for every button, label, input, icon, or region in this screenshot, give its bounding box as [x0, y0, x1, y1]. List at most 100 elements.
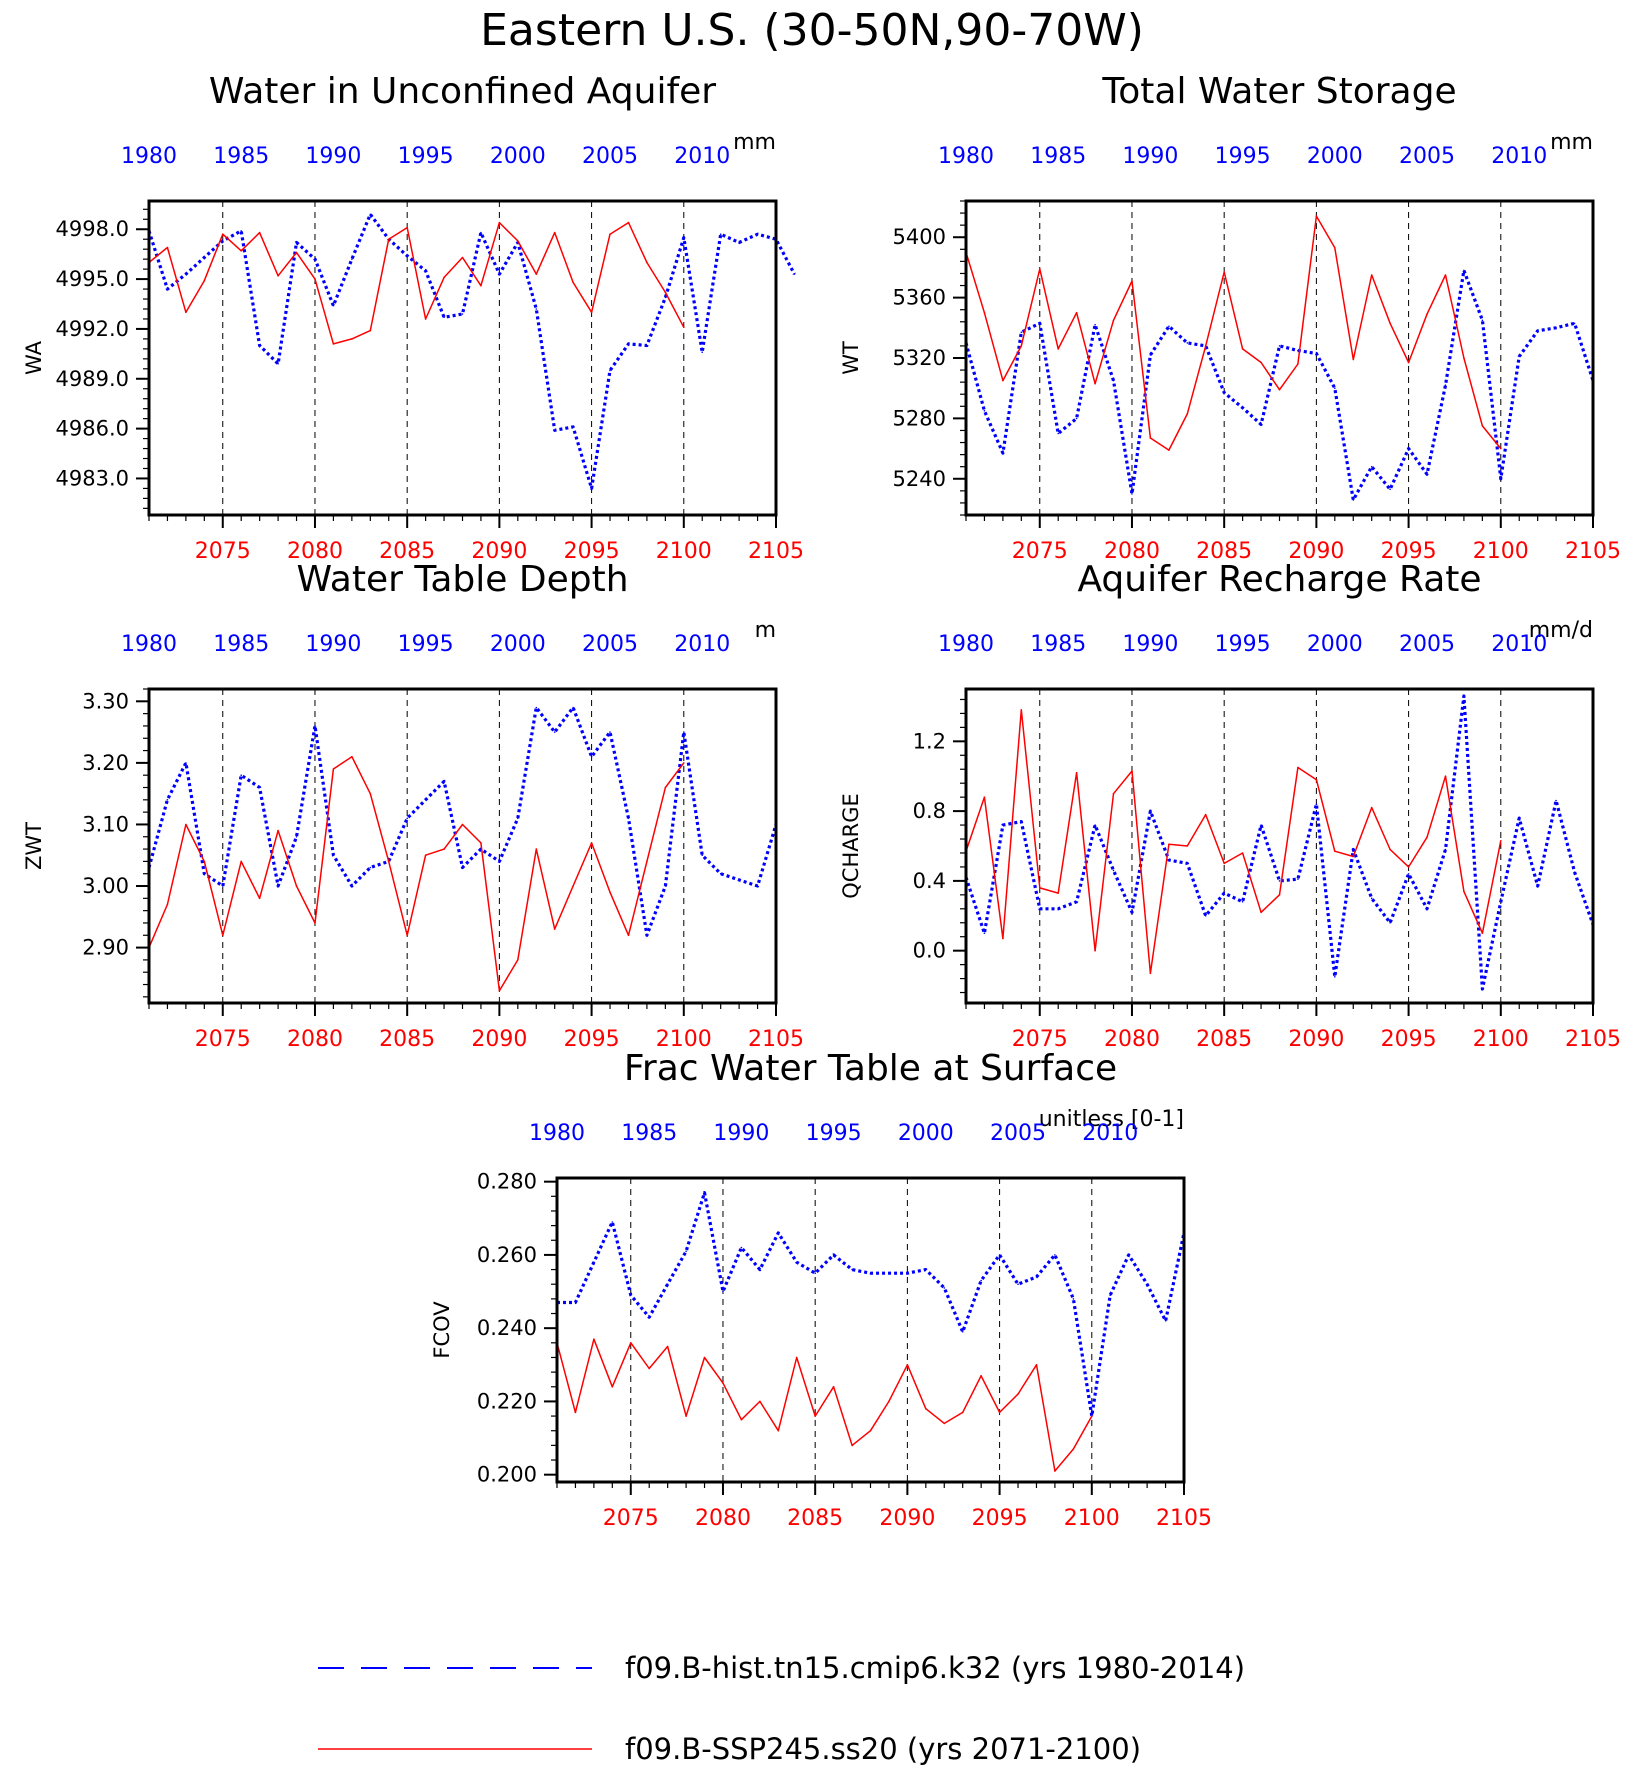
data-point — [498, 221, 501, 224]
data-point — [1112, 379, 1115, 382]
data-point — [740, 1418, 743, 1421]
bottom-tick-label: 2090 — [471, 539, 527, 564]
bottom-tick-label: 2090 — [471, 1027, 527, 1052]
plot-frame — [964, 687, 1595, 1005]
data-point — [609, 233, 611, 235]
data-point — [369, 329, 372, 332]
data-point — [1075, 417, 1078, 420]
data-point — [1075, 771, 1078, 774]
data-point — [1094, 382, 1096, 385]
data-point — [222, 885, 224, 887]
units-label: unitless [0-1] — [1039, 1107, 1184, 1132]
data-point — [1500, 901, 1502, 903]
data-point — [1444, 775, 1447, 777]
data-point — [1463, 269, 1465, 272]
data-point — [1260, 911, 1262, 914]
data-point — [1573, 871, 1576, 873]
top-tick-label: 2005 — [990, 1121, 1046, 1146]
data-point — [703, 1191, 706, 1194]
data-point — [1555, 327, 1557, 329]
data-point — [722, 1290, 724, 1293]
data-point — [1297, 349, 1299, 352]
bottom-tick-label: 2100 — [1064, 1506, 1120, 1531]
bottom-tick-label: 2085 — [379, 1027, 435, 1052]
data-point — [627, 817, 630, 820]
y-tick-label: 5280 — [893, 406, 946, 430]
top-tick-label: 1980 — [121, 144, 177, 169]
bottom-tick-label: 2090 — [1288, 539, 1344, 564]
data-point — [332, 343, 335, 345]
legend-label-ssp: f09.B-SSP245.ss20 (yrs 2071-2100) — [625, 1732, 1141, 1765]
data-point — [1555, 799, 1557, 802]
data-point — [314, 258, 316, 260]
data-point — [1204, 345, 1207, 347]
data-point — [1518, 817, 1520, 819]
data-point — [1149, 437, 1152, 439]
data-point — [1481, 988, 1484, 990]
data-point — [1112, 792, 1115, 795]
top-tick-label: 1985 — [213, 144, 269, 169]
data-point — [759, 1268, 761, 1271]
data-point — [1407, 866, 1410, 868]
top-tick-label: 2010 — [674, 144, 730, 169]
data-point — [1241, 852, 1244, 854]
data-point — [722, 1382, 724, 1384]
data-point — [590, 755, 593, 758]
data-point — [869, 1429, 872, 1432]
series-line-hist — [557, 1191, 1186, 1418]
top-tick-label: 1985 — [621, 1121, 677, 1146]
y-tick-label: 0.280 — [477, 1170, 537, 1194]
data-point — [1389, 922, 1391, 924]
data-point — [1426, 313, 1428, 316]
legend-label-hist: f09.B-hist.tn15.cmip6.k32 (yrs 1980-2014… — [625, 1651, 1245, 1685]
data-point — [630, 1294, 632, 1296]
data-point — [814, 1415, 816, 1417]
data-point — [314, 725, 316, 727]
data-point — [740, 1246, 743, 1249]
data-point — [627, 221, 630, 224]
data-point — [166, 246, 169, 249]
data-point — [1186, 342, 1189, 344]
bottom-tick-label: 2085 — [787, 1506, 843, 1531]
bottom-tick-label: 2095 — [1381, 1027, 1437, 1052]
data-point — [961, 1411, 964, 1414]
data-point — [666, 1345, 669, 1348]
data-point — [461, 313, 464, 315]
data-point — [998, 1411, 1001, 1414]
bottom-tick-label: 2095 — [564, 539, 620, 564]
data-point — [795, 1356, 798, 1359]
data-point — [648, 1316, 650, 1318]
data-point — [1091, 1415, 1093, 1417]
data-point — [166, 288, 169, 290]
plot-frame — [147, 687, 778, 1005]
data-point — [1278, 388, 1281, 391]
top-tick-label: 2000 — [490, 144, 546, 169]
data-point — [593, 1261, 595, 1263]
data-point — [277, 275, 279, 277]
data-point — [1017, 1393, 1019, 1395]
data-point — [424, 318, 427, 320]
top-tick-label: 1990 — [305, 144, 361, 169]
bottom-tick-label: 2075 — [195, 1027, 251, 1052]
y-tick-label: 2.90 — [82, 936, 129, 960]
data-point — [719, 872, 722, 875]
top-tick-label: 1980 — [938, 632, 994, 657]
data-point — [258, 231, 261, 234]
data-point — [185, 762, 187, 764]
data-point — [1241, 901, 1244, 903]
top-tick-label: 1990 — [305, 632, 361, 657]
data-point — [1426, 836, 1428, 839]
y-tick-label: 0.8 — [913, 799, 946, 823]
y-tick-label: 0.4 — [913, 869, 946, 893]
data-point — [1146, 1283, 1148, 1285]
data-point — [572, 885, 574, 887]
data-point — [461, 256, 464, 259]
chart-total-water-storage: Total Water Storage mm WT 5240 5280 5320 5360 5… — [839, 71, 1621, 564]
data-point — [1039, 322, 1041, 325]
top-tick-label: 1985 — [1030, 144, 1086, 169]
data-point — [1481, 932, 1484, 934]
data-point — [609, 369, 611, 372]
y-axis-label: FCOV — [430, 1301, 454, 1359]
bottom-tick-label: 2095 — [972, 1506, 1028, 1531]
